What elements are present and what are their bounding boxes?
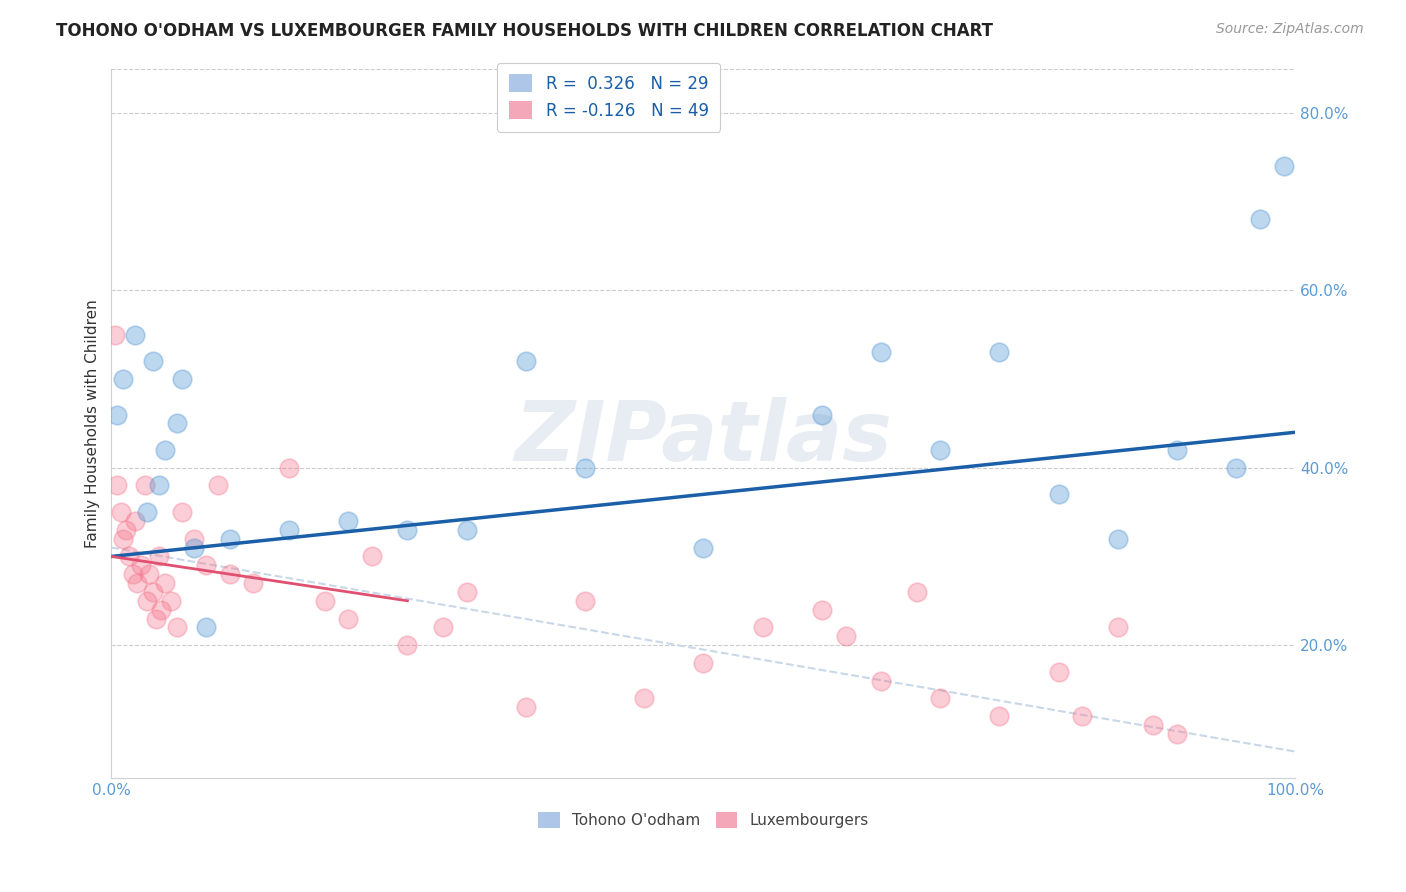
Point: [136, 505, 159, 519]
Point: [118, 549, 141, 564]
Point: [172, 372, 194, 386]
Point: [1249, 212, 1271, 227]
Point: [218, 532, 240, 546]
Point: [456, 585, 478, 599]
Point: [195, 620, 218, 634]
Point: [751, 620, 773, 634]
Point: [361, 549, 384, 564]
Point: [633, 691, 655, 706]
Text: Source: ZipAtlas.com: Source: ZipAtlas.com: [1216, 22, 1364, 37]
Point: [929, 442, 952, 457]
Point: [988, 709, 1011, 723]
Legend: Tohono O'odham, Luxembourgers: Tohono O'odham, Luxembourgers: [533, 805, 875, 834]
Point: [195, 558, 218, 573]
Point: [1047, 487, 1070, 501]
Point: [396, 523, 419, 537]
Point: [183, 541, 205, 555]
Point: [1071, 709, 1094, 723]
Point: [515, 700, 537, 714]
Point: [112, 532, 135, 546]
Point: [114, 523, 136, 537]
Point: [207, 478, 229, 492]
Point: [811, 602, 834, 616]
Point: [166, 417, 188, 431]
Point: [1166, 442, 1188, 457]
Point: [1107, 620, 1129, 634]
Point: [172, 505, 194, 519]
Point: [105, 408, 128, 422]
Point: [124, 514, 146, 528]
Point: [159, 594, 181, 608]
Point: [870, 673, 893, 688]
Point: [183, 532, 205, 546]
Point: [1047, 665, 1070, 679]
Point: [1225, 460, 1247, 475]
Point: [278, 523, 301, 537]
Y-axis label: Family Households with Children: Family Households with Children: [86, 299, 100, 548]
Point: [104, 327, 127, 342]
Point: [515, 354, 537, 368]
Point: [692, 656, 714, 670]
Point: [988, 345, 1011, 359]
Point: [870, 345, 893, 359]
Point: [692, 541, 714, 555]
Point: [121, 567, 143, 582]
Point: [1272, 159, 1295, 173]
Point: [153, 442, 176, 457]
Point: [396, 638, 419, 652]
Point: [127, 576, 149, 591]
Point: [242, 576, 264, 591]
Point: [142, 354, 165, 368]
Point: [138, 567, 160, 582]
Point: [811, 408, 834, 422]
Point: [574, 594, 596, 608]
Point: [218, 567, 240, 582]
Point: [145, 611, 167, 625]
Text: ZIPatlas: ZIPatlas: [515, 397, 893, 478]
Point: [574, 460, 596, 475]
Point: [1166, 727, 1188, 741]
Point: [148, 478, 170, 492]
Point: [278, 460, 301, 475]
Point: [124, 327, 146, 342]
Point: [1107, 532, 1129, 546]
Point: [432, 620, 454, 634]
Point: [456, 523, 478, 537]
Point: [142, 585, 165, 599]
Point: [112, 372, 135, 386]
Point: [153, 576, 176, 591]
Point: [905, 585, 928, 599]
Point: [110, 505, 132, 519]
Point: [136, 594, 159, 608]
Point: [1142, 718, 1164, 732]
Point: [148, 549, 170, 564]
Point: [337, 611, 360, 625]
Point: [166, 620, 188, 634]
Point: [105, 478, 128, 492]
Point: [134, 478, 156, 492]
Point: [314, 594, 336, 608]
Point: [150, 602, 173, 616]
Point: [129, 558, 152, 573]
Point: [337, 514, 360, 528]
Text: TOHONO O'ODHAM VS LUXEMBOURGER FAMILY HOUSEHOLDS WITH CHILDREN CORRELATION CHART: TOHONO O'ODHAM VS LUXEMBOURGER FAMILY HO…: [56, 22, 993, 40]
Point: [834, 629, 856, 643]
Point: [929, 691, 952, 706]
